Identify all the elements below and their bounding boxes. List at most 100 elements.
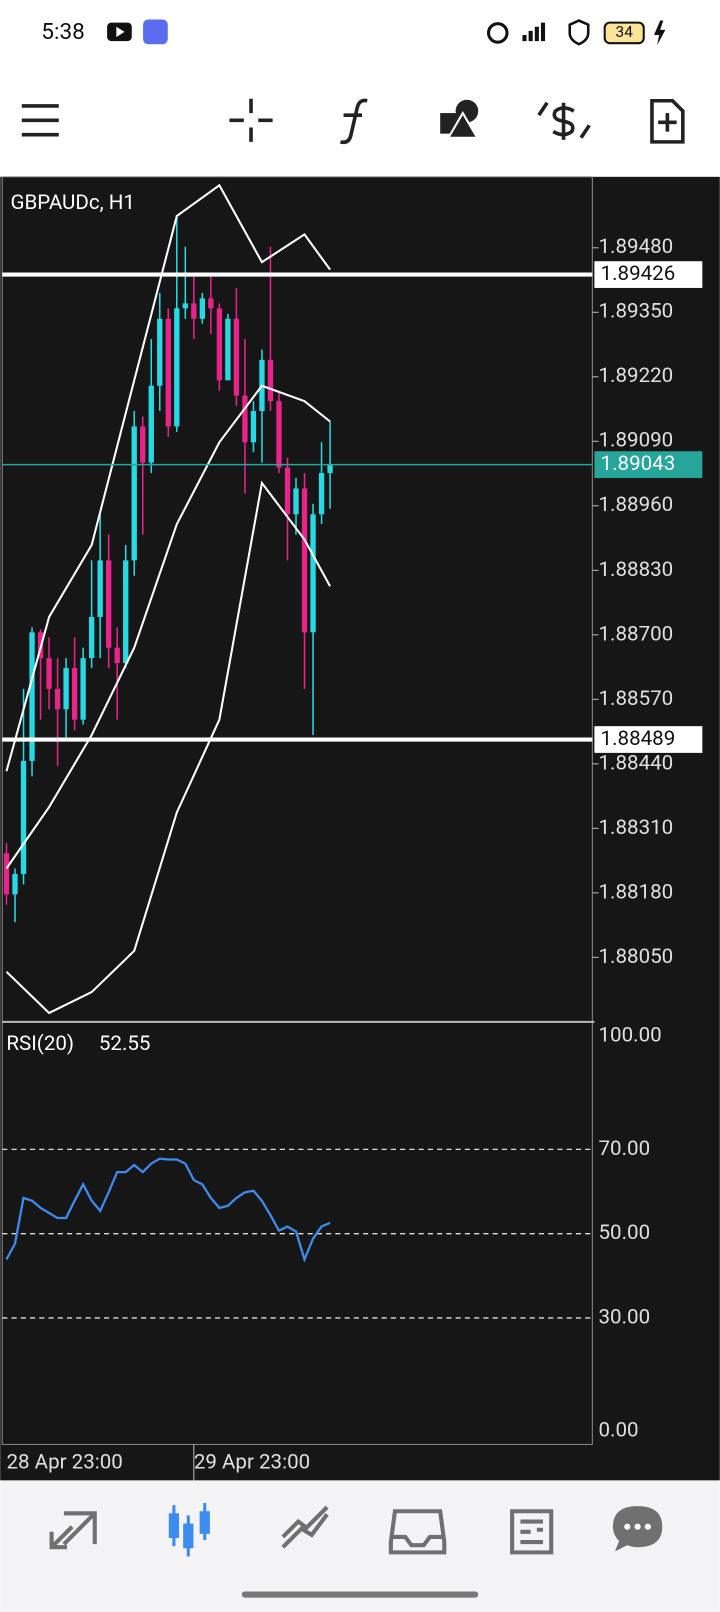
candle-body bbox=[242, 395, 248, 443]
battery-level: 34 bbox=[616, 23, 634, 41]
new-order-button[interactable] bbox=[650, 98, 685, 144]
candle-body bbox=[114, 647, 120, 664]
y-tick-label: 1.88700 bbox=[599, 622, 674, 646]
candle-body bbox=[233, 318, 240, 396]
candle-body bbox=[310, 514, 316, 633]
x-tick-label: 29 Apr 23:00 bbox=[194, 1450, 310, 1474]
nav-chart[interactable] bbox=[168, 1503, 210, 1557]
candle-body bbox=[12, 873, 18, 895]
nav-quotes[interactable] bbox=[49, 1511, 97, 1550]
nav-news[interactable] bbox=[510, 1509, 554, 1555]
candle-body bbox=[284, 467, 291, 515]
y-tick-label: 50.00 bbox=[599, 1221, 651, 1245]
y-tick-label: 1.88830 bbox=[599, 558, 674, 582]
band-line bbox=[5, 183, 331, 772]
candle-body bbox=[148, 385, 154, 463]
y-tick-label: 100.00 bbox=[599, 1024, 662, 1048]
candle-body bbox=[191, 303, 197, 319]
rsi-title: RSI(20) bbox=[6, 1032, 74, 1056]
chart-area bbox=[0, 176, 720, 1481]
nav-chart-wicks bbox=[172, 1503, 207, 1557]
candle-body bbox=[71, 668, 78, 720]
battery-icon bbox=[603, 21, 645, 45]
chat-dot bbox=[624, 1523, 631, 1530]
rsi-line bbox=[5, 1157, 331, 1263]
triangle-shape bbox=[446, 111, 479, 139]
candle-body bbox=[20, 760, 27, 874]
last-price-label: 1.89043 bbox=[601, 452, 676, 476]
home-indicator bbox=[241, 1591, 479, 1598]
level-box bbox=[594, 726, 703, 753]
last-price-box bbox=[594, 451, 703, 478]
candle-body bbox=[80, 658, 86, 720]
level-box bbox=[594, 261, 703, 288]
symbol-title: GBPAUDc, H1 bbox=[10, 191, 135, 215]
y-tick-label: 1.88440 bbox=[599, 751, 674, 775]
candle-body bbox=[267, 359, 274, 402]
candle-body bbox=[250, 411, 257, 443]
y-tick-label: 1.89480 bbox=[599, 235, 674, 259]
nav-history[interactable] bbox=[388, 1509, 447, 1555]
candle-body bbox=[157, 318, 163, 386]
panel-frame bbox=[1, 176, 593, 1445]
bottom-nav bbox=[0, 1480, 720, 1612]
candle-body bbox=[131, 426, 137, 561]
price-plot bbox=[3, 183, 333, 1015]
candle-body bbox=[293, 488, 299, 515]
candle-body bbox=[54, 688, 61, 710]
weather-icon bbox=[143, 19, 168, 45]
candle-body bbox=[165, 318, 171, 427]
crosshair-button[interactable] bbox=[229, 98, 273, 142]
vpn-icon bbox=[568, 19, 590, 46]
candle-body bbox=[123, 560, 129, 664]
y-tick-label: 0.00 bbox=[599, 1418, 639, 1442]
candle-body bbox=[216, 308, 223, 381]
chat-dot bbox=[644, 1523, 651, 1530]
band-line bbox=[5, 480, 331, 1015]
y-tick-label: 1.88050 bbox=[599, 945, 674, 969]
y-tick-label: 1.89220 bbox=[599, 364, 674, 388]
candle-body bbox=[318, 473, 325, 515]
candle-body bbox=[301, 488, 308, 633]
x-tick-label: 28 Apr 23:00 bbox=[6, 1450, 122, 1474]
toolbar bbox=[21, 98, 685, 145]
rsi-plot bbox=[5, 1157, 331, 1263]
alarm-icon bbox=[486, 22, 509, 44]
y-tick-label: 30.00 bbox=[599, 1305, 651, 1329]
candle-body bbox=[199, 298, 206, 319]
level-label: 1.88489 bbox=[601, 727, 676, 751]
chat-dot bbox=[634, 1523, 641, 1530]
candle-body bbox=[182, 303, 188, 309]
candle-body bbox=[327, 464, 333, 474]
charging-icon bbox=[654, 20, 666, 46]
y-tick-label: 1.88310 bbox=[599, 816, 674, 840]
trade-button[interactable] bbox=[537, 101, 591, 140]
y-tick-label: 1.89350 bbox=[599, 300, 674, 324]
objects-button[interactable] bbox=[440, 99, 479, 139]
signal-icon bbox=[522, 22, 546, 42]
candle-body bbox=[208, 298, 214, 309]
nav-icons bbox=[49, 1505, 554, 1555]
y-tick-label: 1.88960 bbox=[599, 493, 674, 517]
candle-body bbox=[46, 658, 52, 689]
candle-body bbox=[97, 560, 103, 617]
youtube-play bbox=[116, 26, 125, 38]
indicators-button[interactable] bbox=[340, 98, 368, 145]
menu-button[interactable] bbox=[21, 104, 59, 137]
level-label: 1.89426 bbox=[601, 262, 676, 286]
y-tick-label: 70.00 bbox=[599, 1137, 651, 1161]
candle-body bbox=[63, 668, 69, 710]
candle-body bbox=[88, 616, 95, 659]
clock: 5:38 bbox=[41, 18, 85, 45]
candle-body bbox=[106, 560, 112, 648]
candle-body bbox=[276, 401, 282, 468]
candle-body bbox=[140, 426, 146, 463]
candle-body bbox=[29, 632, 35, 761]
band-line bbox=[5, 384, 331, 870]
candle-body bbox=[225, 318, 231, 381]
rsi-value: 52.55 bbox=[99, 1032, 151, 1056]
candle-body bbox=[3, 853, 10, 895]
nav-trade[interactable] bbox=[281, 1505, 329, 1549]
